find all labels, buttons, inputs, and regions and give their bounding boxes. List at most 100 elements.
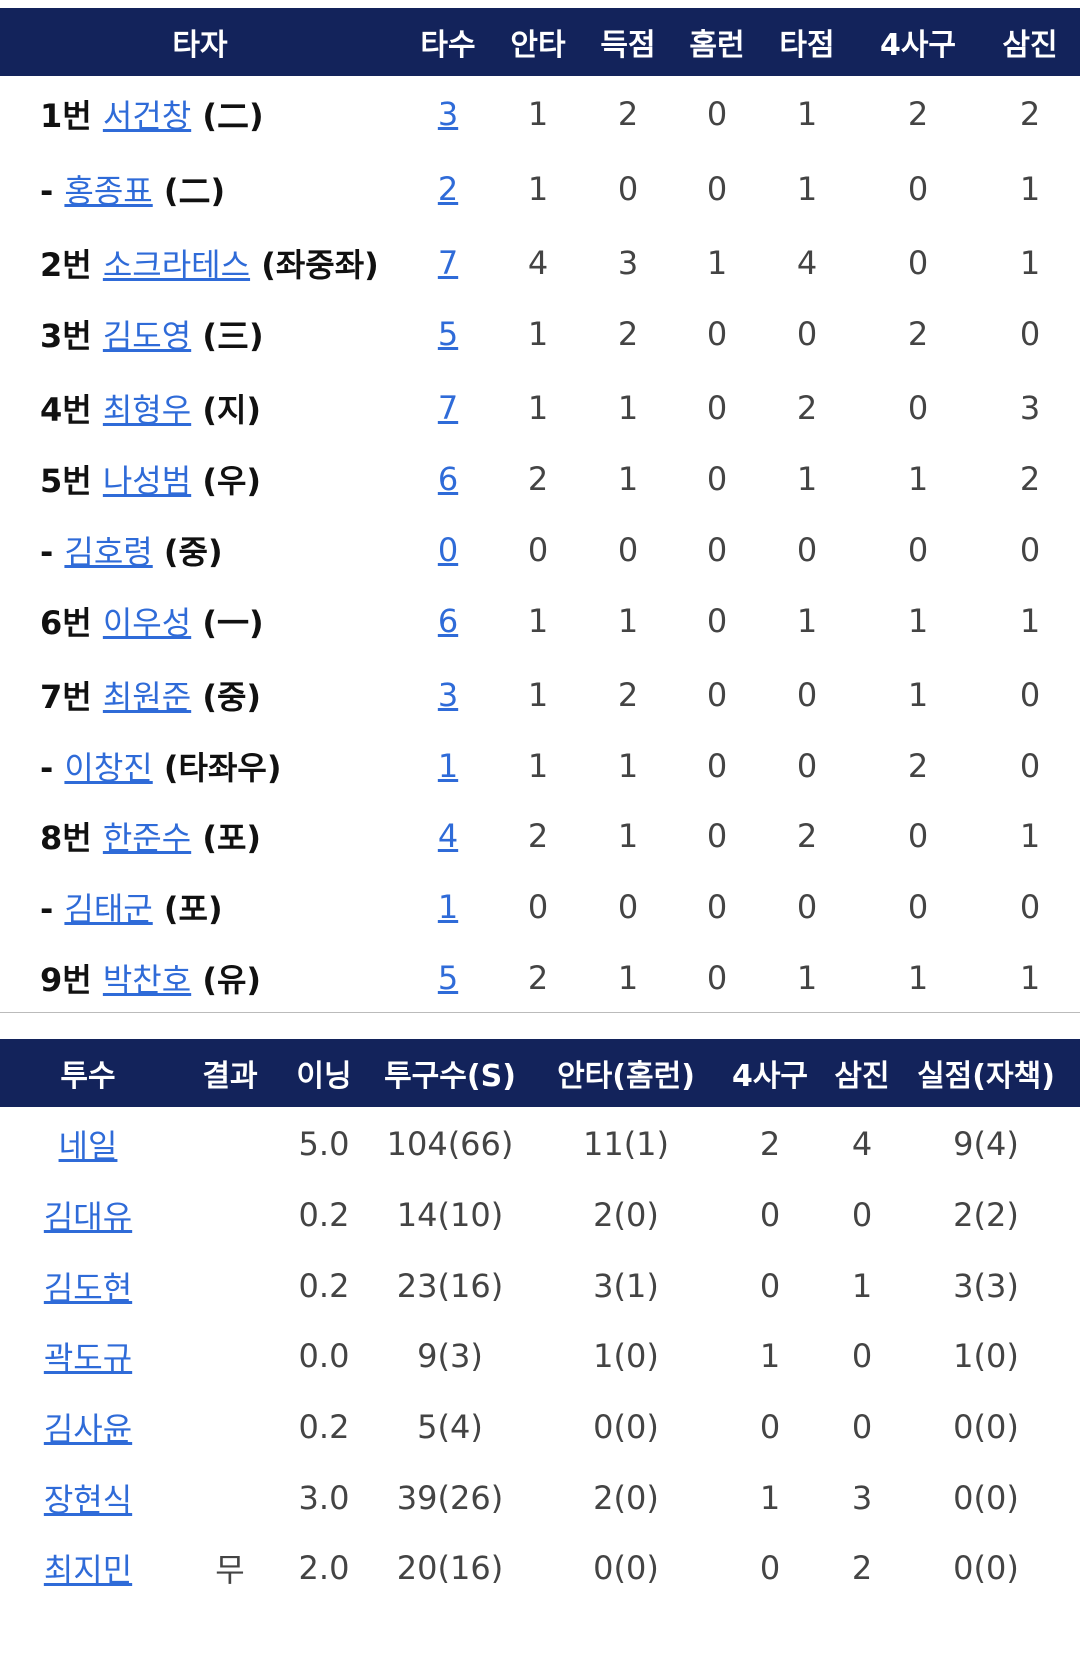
stat: 1 [527, 389, 549, 427]
player-link[interactable]: 소크라테스 [102, 246, 251, 284]
header-cell: 4사구 [879, 28, 957, 63]
stat: 0(0) [953, 1408, 1019, 1446]
at-bats-link[interactable]: 0 [437, 531, 459, 569]
stat: 2.0 [298, 1549, 350, 1587]
stat: 0 [907, 170, 929, 208]
batting-order: 5번 [40, 462, 92, 500]
at-bats-link[interactable]: 3 [437, 95, 459, 133]
player-link[interactable]: 김도영 [102, 317, 192, 355]
player-link[interactable]: 김대유 [43, 1198, 133, 1236]
stat: 0 [706, 602, 728, 640]
stat: 1 [796, 959, 818, 997]
stat: 9(4) [953, 1125, 1019, 1163]
player-link[interactable]: 최형우 [102, 391, 192, 429]
player-link[interactable]: 최원준 [102, 678, 192, 716]
stat: 0 [706, 389, 728, 427]
at-bats-link[interactable]: 4 [437, 817, 459, 855]
batter-cell: 1번 서건창 (二) [40, 91, 264, 137]
position: (중) [163, 533, 223, 571]
batter-cell: 4번 최형우 (지) [40, 385, 261, 431]
player-link[interactable]: 한준수 [102, 819, 192, 857]
stat: 2 [907, 95, 929, 133]
position: (三) [202, 317, 264, 355]
stat: 2 [617, 95, 639, 133]
stat: 0.2 [298, 1408, 350, 1446]
position: (지) [202, 391, 262, 429]
batting-order: 6번 [40, 604, 92, 642]
stat: 1 [527, 315, 549, 353]
player-link[interactable]: 곽도규 [43, 1339, 133, 1377]
at-bats-link[interactable]: 1 [437, 747, 459, 785]
header-cell: 안타 [510, 28, 566, 63]
player-link[interactable]: 김호령 [64, 533, 153, 571]
stat: 0 [907, 888, 929, 926]
stat: 1 [617, 602, 639, 640]
player-link[interactable]: 최지민 [43, 1551, 133, 1589]
stat: 0 [706, 817, 728, 855]
player-link[interactable]: 네일 [58, 1127, 118, 1165]
stat: 0 [796, 676, 818, 714]
header-cell: 삼진 [834, 1059, 890, 1094]
stat: 1 [527, 602, 549, 640]
player-link[interactable]: 이창진 [64, 749, 153, 787]
player-link[interactable]: 나성범 [102, 462, 192, 500]
position: (중) [202, 678, 262, 716]
position: (타좌우) [163, 749, 282, 787]
stat: 0 [706, 315, 728, 353]
stat: 0 [1019, 676, 1041, 714]
header-cell: 실점(자책) [917, 1059, 1055, 1094]
divider [0, 1012, 1080, 1013]
batting-order: - [40, 890, 54, 928]
header-cell: 득점 [600, 28, 656, 63]
stat: 0 [527, 888, 549, 926]
stat: 0 [706, 747, 728, 785]
at-bats-link[interactable]: 1 [437, 888, 459, 926]
at-bats-link[interactable]: 7 [437, 244, 459, 282]
stat: 0 [706, 959, 728, 997]
header-cell: 안타(홈런) [557, 1059, 695, 1094]
stat: 1 [851, 1267, 873, 1305]
stat: 2 [527, 460, 549, 498]
player-link[interactable]: 장현식 [43, 1481, 133, 1519]
batter-cell: - 김호령 (중) [40, 527, 223, 573]
player-link[interactable]: 김태군 [64, 890, 153, 928]
stat: 14(10) [396, 1196, 504, 1234]
stat: 0(0) [953, 1549, 1019, 1587]
stat: 0 [1019, 315, 1041, 353]
stat: 0 [617, 170, 639, 208]
player-link[interactable]: 박찬호 [102, 961, 192, 999]
position: (一) [202, 604, 264, 642]
header-cell: 타점 [779, 28, 835, 63]
stat: 0 [851, 1408, 873, 1446]
at-bats-link[interactable]: 7 [437, 389, 459, 427]
stat: 4 [796, 244, 818, 282]
header-cell: 홈런 [689, 28, 745, 63]
stat: 0 [617, 531, 639, 569]
at-bats-link[interactable]: 6 [437, 460, 459, 498]
player-link[interactable]: 이우성 [102, 604, 192, 642]
player-link[interactable]: 김사윤 [43, 1410, 133, 1448]
player-link[interactable]: 홍종표 [64, 172, 153, 210]
stat: 1 [907, 460, 929, 498]
position: (우) [202, 462, 262, 500]
stat: 9(3) [417, 1337, 483, 1375]
at-bats-link[interactable]: 5 [437, 959, 459, 997]
stat: 1 [1019, 170, 1041, 208]
stat: 1 [617, 959, 639, 997]
stat: 1 [796, 602, 818, 640]
at-bats-link[interactable]: 5 [437, 315, 459, 353]
player-link[interactable]: 김도현 [43, 1269, 133, 1307]
stat: 1(0) [953, 1337, 1019, 1375]
at-bats-link[interactable]: 6 [437, 602, 459, 640]
position: (유) [202, 961, 262, 999]
player-link[interactable]: 서건창 [102, 97, 192, 135]
stat: 1 [527, 676, 549, 714]
stat: 2 [1019, 95, 1041, 133]
at-bats-link[interactable]: 3 [437, 676, 459, 714]
stat: 2 [527, 817, 549, 855]
stat: 0.2 [298, 1196, 350, 1234]
header-cell: 이닝 [296, 1059, 352, 1094]
at-bats-link[interactable]: 2 [437, 170, 459, 208]
stat: 0 [907, 244, 929, 282]
